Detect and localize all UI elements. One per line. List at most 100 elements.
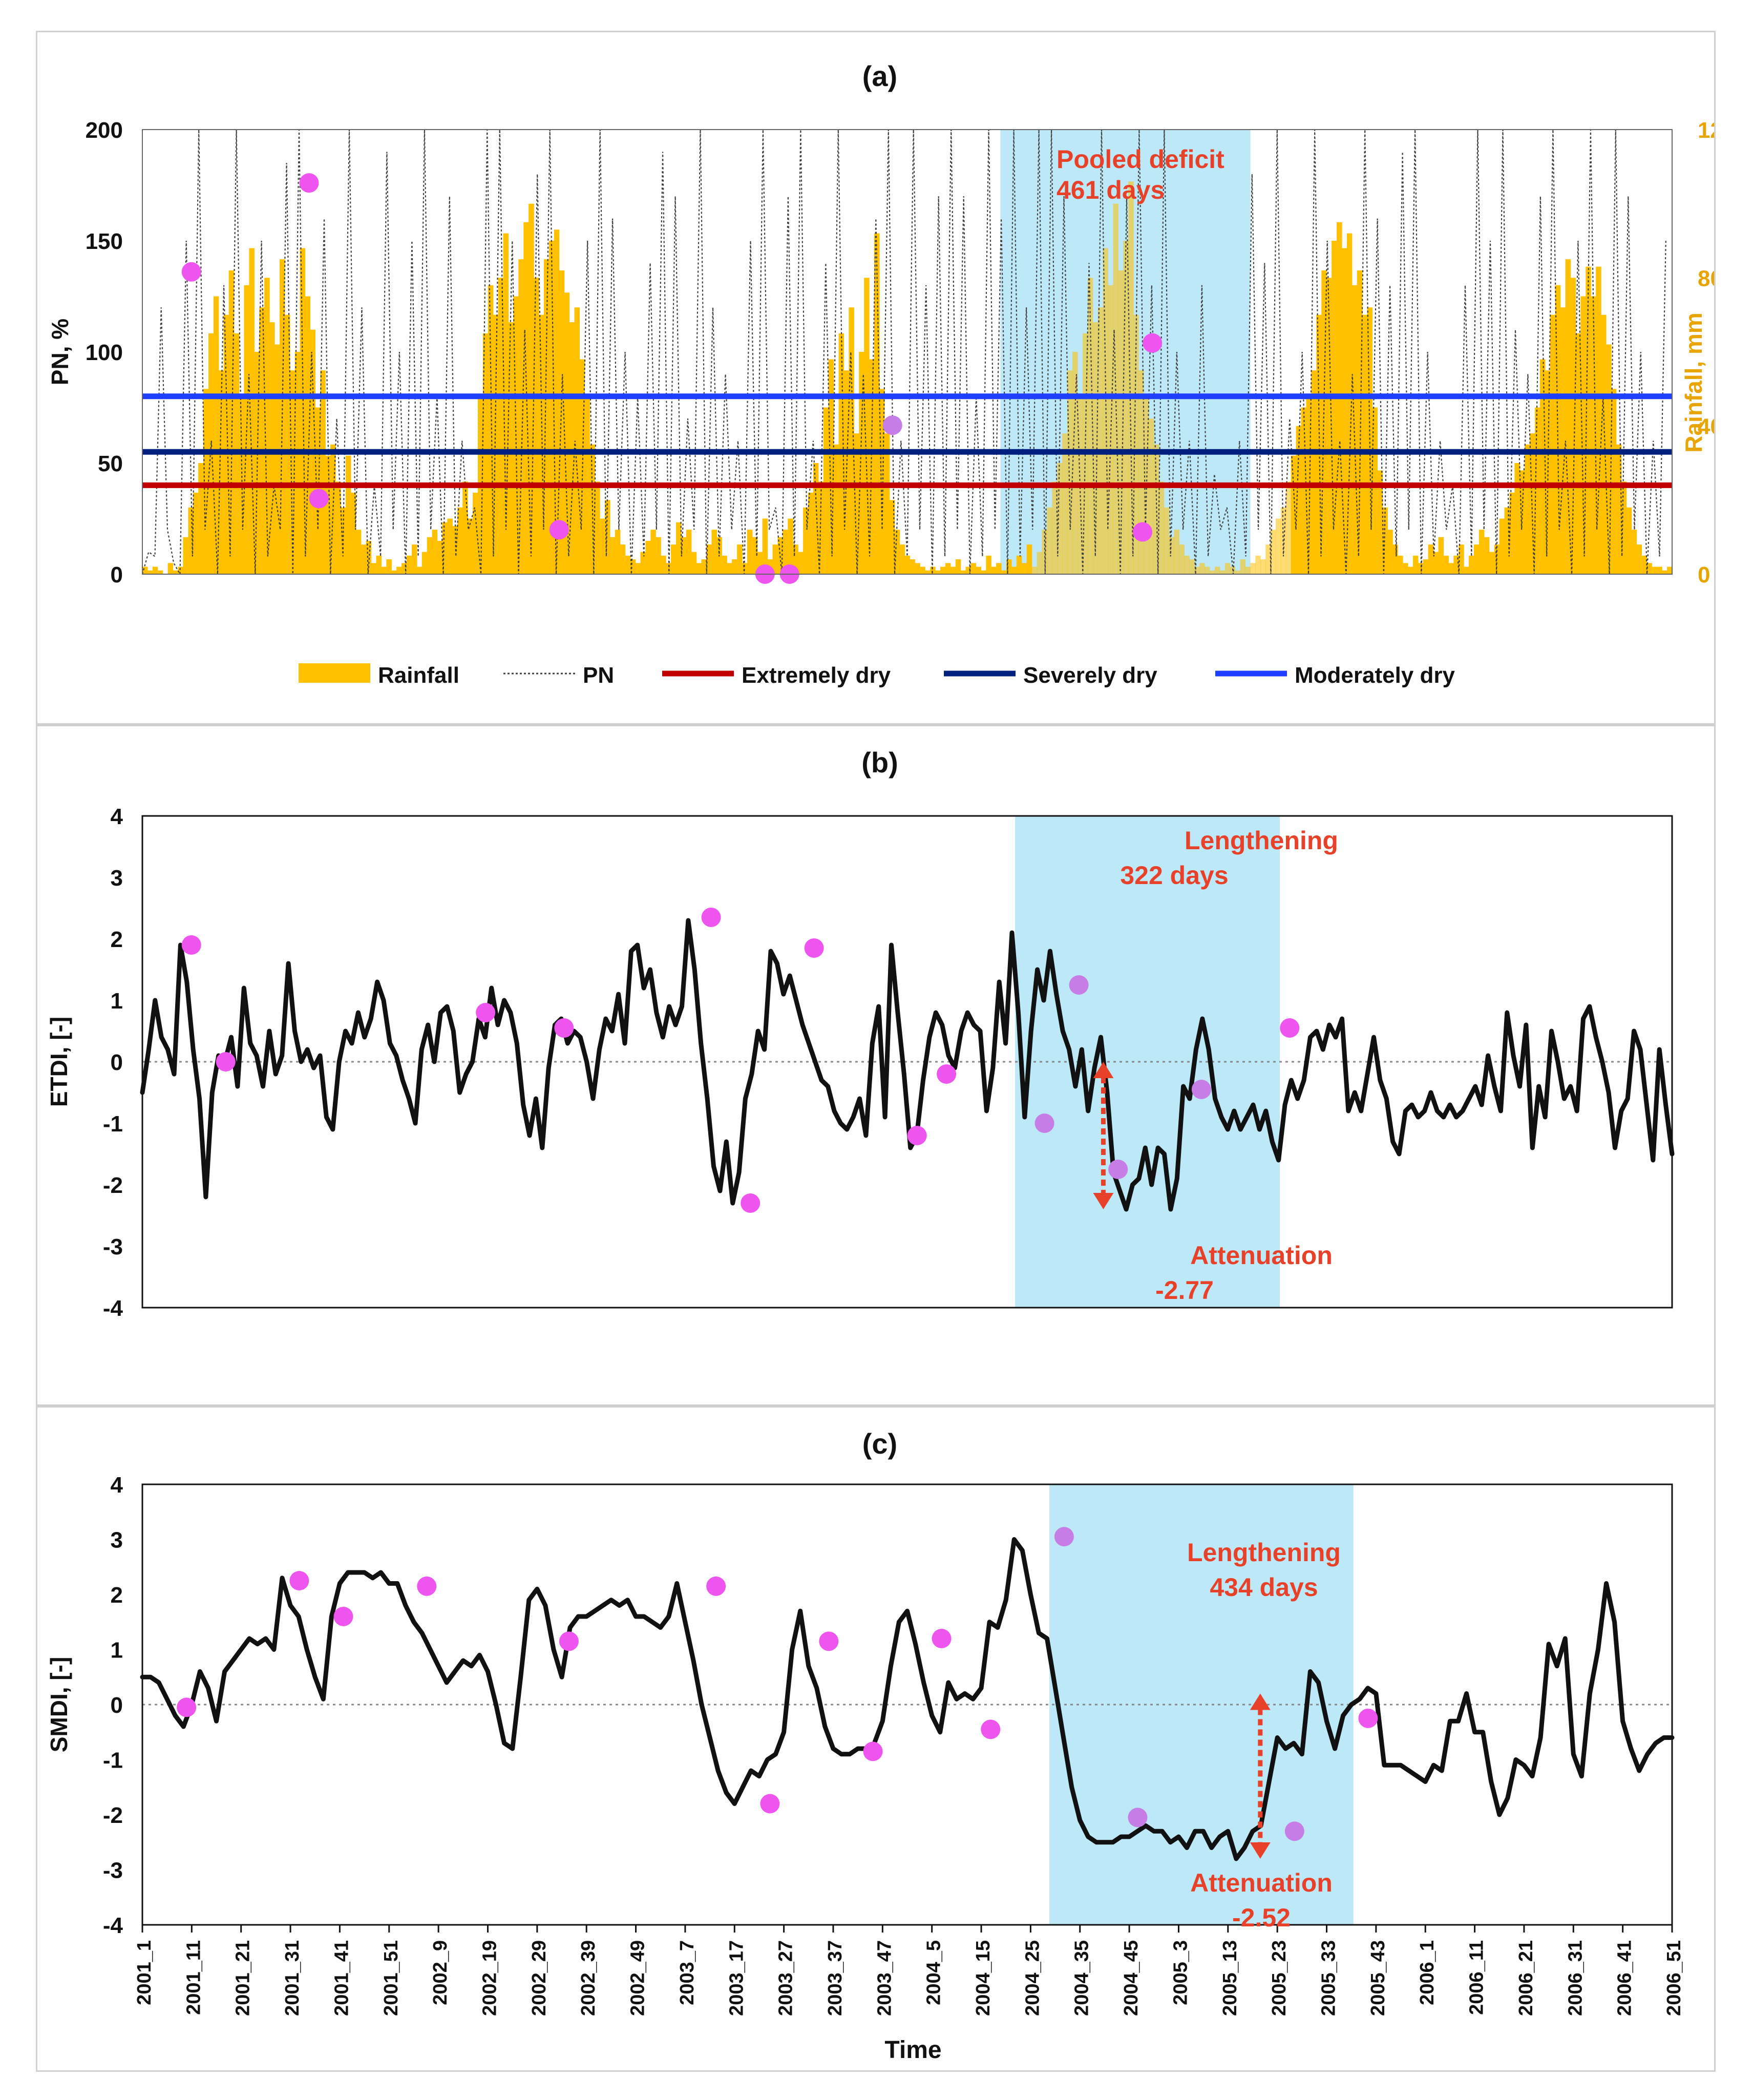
rainfall-bar (772, 544, 778, 574)
rainfall-bar (1296, 426, 1302, 574)
chart-a-y-axis-label: PN, % (47, 319, 73, 385)
rainfall-bar (1133, 314, 1139, 574)
rainfall-bar (1118, 270, 1124, 574)
rainfall-bar (1128, 181, 1134, 574)
rainfall-bar (1097, 307, 1104, 574)
rainfall-bar (1265, 544, 1271, 574)
rainfall-bar (402, 563, 407, 574)
rainfall-bar (625, 555, 631, 574)
rainfall-bar (457, 507, 463, 574)
pn-marker (1143, 333, 1163, 353)
x-tick-label: 2003_7 (677, 1940, 698, 2005)
rainfall-bar (661, 555, 666, 574)
index-marker (554, 1018, 574, 1038)
rainfall-bar (1367, 307, 1373, 574)
rainfall-bar (828, 359, 834, 574)
y-tick-label: 4 (111, 1473, 123, 1498)
chart-c-lengthening-days: 434 days (1210, 1573, 1318, 1602)
rainfall-bar (1473, 544, 1480, 574)
x-tick-label: 2003_37 (825, 1940, 846, 2016)
rainfall-bar (1382, 507, 1388, 574)
y-tick-label: -4 (103, 1913, 123, 1938)
y2-tick-label: 0 (1698, 562, 1710, 587)
rainfall-bar (1260, 559, 1266, 574)
rainfall-bar (955, 559, 961, 574)
rainfall-bar (793, 544, 798, 574)
rainfall-bar (442, 522, 448, 574)
rainfall-bar (1586, 266, 1591, 574)
rainfall-bar (940, 566, 946, 574)
attenuation-arrow-head-up (1250, 1693, 1271, 1710)
index-marker (216, 1052, 236, 1072)
index-marker (706, 1576, 726, 1596)
rainfall-bar (965, 566, 971, 574)
chart-b-y-axis-label: ETDI, [-] (46, 1017, 72, 1107)
rainfall-bar (1235, 570, 1241, 574)
rainfall-bar (386, 559, 392, 574)
rainfall-bar (1169, 537, 1175, 574)
rainfall-bar (1001, 570, 1007, 574)
chart-c-y-axis-label: SMDI, [-] (46, 1657, 72, 1753)
index-marker (741, 1193, 761, 1213)
index-marker (1054, 1527, 1074, 1547)
rainfall-bar (1138, 370, 1144, 574)
rainfall-bar (376, 555, 382, 574)
rainfall-bar (421, 552, 428, 574)
rainfall-bar (1570, 278, 1576, 574)
rainfall-bar (976, 566, 981, 574)
rainfall-bar (1174, 530, 1180, 574)
chart-b-attenuation-label: Attenuation (1190, 1241, 1333, 1270)
rainfall-bar (1184, 555, 1190, 574)
rainfall-bar (157, 570, 163, 574)
index-marker (760, 1794, 780, 1814)
rainfall-bar (325, 455, 331, 574)
rainfall-bar (274, 344, 280, 574)
rainfall-bar (808, 492, 814, 574)
rainfall-bar (879, 389, 885, 574)
rainfall-bar (518, 259, 524, 575)
pn-marker (549, 520, 569, 540)
rainfall-bar (1301, 407, 1307, 574)
chart-b-attenuation-arrow (1093, 1062, 1114, 1209)
attenuation-arrow-head-up (1093, 1062, 1114, 1078)
rainfall-bar (1392, 544, 1398, 574)
rainfall-bar (1504, 507, 1510, 574)
rainfall-bar (1412, 555, 1419, 574)
rainfall-bar (320, 370, 326, 574)
legend-severely-dry-label: Severely dry (1023, 663, 1157, 688)
rainfall-bar (1539, 359, 1546, 574)
rainfall-bar (950, 566, 956, 574)
legend-rainfall-label: Rainfall (378, 663, 459, 688)
rainfall-bar (783, 530, 788, 574)
rainfall-bar (1006, 559, 1012, 574)
chart-c-lengthening-label: Lengthening (1187, 1538, 1341, 1567)
rainfall-bar (1148, 418, 1154, 574)
rainfall-bar (1275, 518, 1281, 574)
rainfall-bar (1067, 370, 1073, 574)
rainfall-bar (1057, 463, 1063, 574)
rainfall-bar (427, 537, 433, 574)
rainfall-bar (1271, 530, 1276, 574)
pn-marker (181, 262, 201, 282)
rainfall-bar (609, 537, 616, 574)
rainfall-bar (1103, 248, 1109, 574)
x-tick-label: 2002_29 (529, 1940, 550, 2016)
rainfall-bar (559, 270, 565, 574)
rainfall-bar (1052, 481, 1058, 574)
rainfall-bar (1026, 544, 1032, 574)
rainfall-bar (894, 530, 900, 574)
x-tick-label: 2001_11 (183, 1940, 204, 2015)
index-marker (804, 938, 824, 958)
rainfall-bar (452, 526, 458, 574)
rainfall-bar (945, 563, 951, 574)
index-marker (1280, 1018, 1300, 1038)
chart-c-x-ticks: 2001_1 2001_11 2001_21 2001_31 2001_41 2001_5… (134, 1925, 1685, 2016)
y-tick-label: -2 (103, 1173, 123, 1198)
attenuation-arrow-head-down (1250, 1842, 1271, 1859)
rainfall-bar (147, 570, 153, 574)
chart-a-frame (142, 129, 1673, 575)
pooled-deficit-annotation: Pooled deficit (1057, 145, 1224, 174)
rainfall-bar (788, 518, 793, 574)
rainfall-bar (1443, 555, 1449, 574)
